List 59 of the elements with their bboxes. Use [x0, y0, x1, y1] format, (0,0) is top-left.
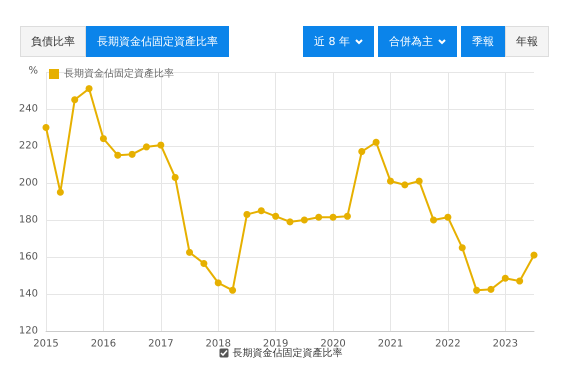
y-tick-label: 160 [18, 252, 38, 262]
point [430, 216, 438, 224]
x-tick-label: 2021 [378, 338, 404, 350]
point [487, 286, 494, 293]
text: 長期資金佔固定資產比率 [97, 34, 218, 50]
text: 長期資金佔固定資產比率 [232, 348, 342, 359]
point [128, 150, 136, 158]
point [416, 178, 423, 185]
point [444, 214, 452, 221]
point [530, 252, 538, 259]
x-tick-label: 2015 [33, 338, 59, 350]
point [258, 207, 265, 214]
point [300, 216, 308, 224]
y-tick-label: 120 [18, 326, 38, 336]
point [401, 181, 408, 188]
text: 近 8 年 [314, 34, 350, 50]
point [186, 248, 194, 256]
point [243, 210, 250, 218]
point [56, 188, 64, 196]
point [386, 178, 394, 185]
point [86, 85, 93, 92]
point [516, 278, 524, 285]
x-tick-label: 2018 [206, 338, 231, 350]
x-tick-label: 2017 [148, 338, 174, 350]
point [473, 286, 480, 294]
text: 年報 [516, 34, 538, 50]
x-tick-label: 2016 [90, 338, 116, 350]
point [458, 244, 466, 252]
x-tick-label: 2019 [262, 338, 288, 350]
point [372, 138, 380, 146]
y-tick-label: 240 [18, 104, 38, 114]
point [142, 143, 150, 150]
point [315, 214, 322, 221]
point [344, 212, 351, 220]
y-tick-label: 200 [18, 178, 38, 188]
point [358, 148, 366, 156]
point [330, 214, 337, 221]
point [42, 124, 50, 131]
y-tick-label: 180 [18, 214, 38, 226]
legend-label: 長期資金佔固定資產比率 [64, 68, 174, 80]
point [114, 152, 122, 159]
point [157, 142, 164, 149]
point [286, 218, 294, 226]
x-tick-label: 2023 [492, 338, 518, 350]
y-tick-label: 140 [18, 288, 38, 300]
y-axis-title: % [28, 66, 38, 76]
text: 負債比率 [31, 34, 75, 50]
point [229, 286, 236, 294]
x-tick-label: 2022 [435, 338, 461, 350]
point [214, 279, 222, 286]
point [272, 212, 280, 220]
text: 合併為主 [389, 34, 433, 50]
point [100, 135, 107, 142]
point [502, 274, 509, 282]
point [200, 260, 208, 267]
y-tick-label: 220 [18, 140, 38, 152]
text: 季報 [472, 34, 494, 50]
point [71, 96, 78, 104]
point [172, 174, 179, 181]
